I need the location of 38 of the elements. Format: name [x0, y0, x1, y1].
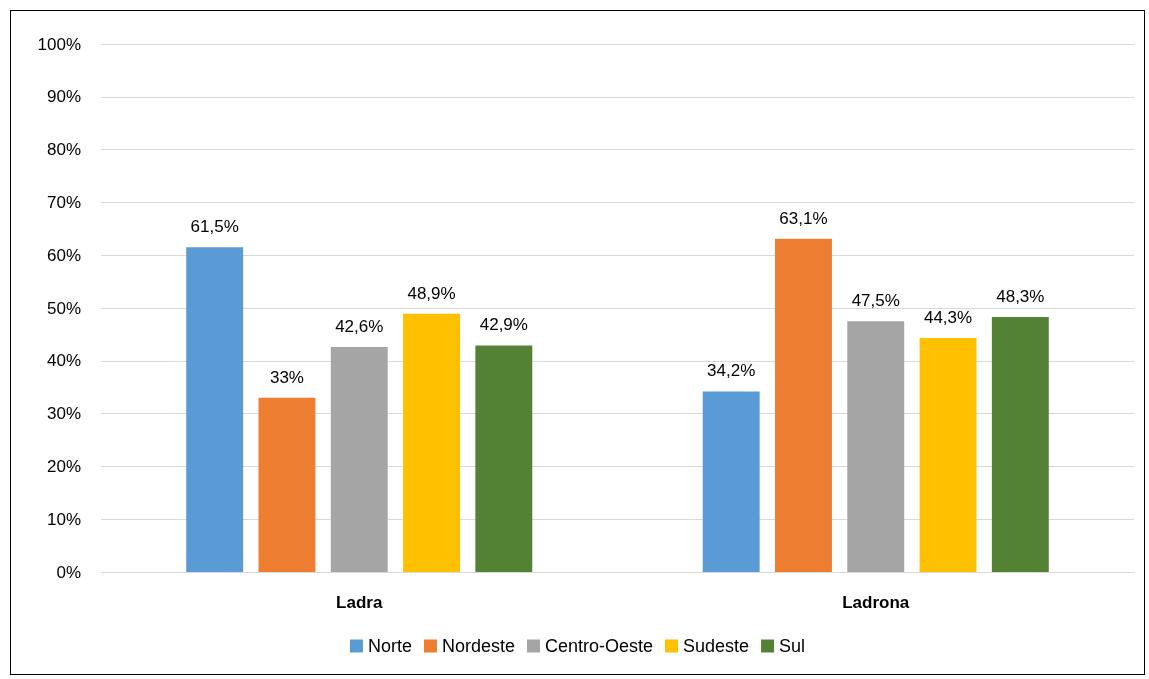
data-label: 48,3% — [996, 286, 1045, 306]
legend-label: Nordeste — [441, 636, 515, 656]
y-tick-label: 40% — [46, 351, 81, 371]
y-tick-label: 20% — [46, 456, 81, 476]
data-label: 48,9% — [407, 283, 456, 303]
y-tick-label: 10% — [46, 509, 81, 529]
bar — [258, 397, 316, 572]
bar — [330, 347, 388, 572]
bar — [702, 391, 760, 572]
x-tick-label: Ladrona — [842, 593, 910, 612]
data-label: 47,5% — [851, 291, 900, 311]
data-label: 42,9% — [479, 315, 528, 335]
y-tick-label: 60% — [46, 245, 81, 265]
data-label: 44,3% — [923, 308, 973, 328]
x-tick-label: Ladra — [336, 593, 383, 612]
y-tick-label: 90% — [46, 87, 81, 107]
legend-label: Centro-Oeste — [544, 636, 654, 656]
bar — [847, 321, 905, 572]
data-label: 34,2% — [707, 361, 756, 381]
data-label: 63,1% — [779, 208, 828, 228]
bar — [991, 316, 1049, 572]
bar — [775, 238, 832, 572]
data-label: 42,6% — [335, 317, 384, 337]
legend-label: Norte — [367, 636, 412, 656]
y-tick-label: 0% — [56, 562, 81, 582]
y-tick-label: 30% — [46, 404, 81, 424]
data-label: 61,5% — [190, 217, 239, 237]
legend-label: Sudeste — [683, 636, 750, 656]
y-tick-label: 70% — [46, 192, 81, 212]
y-tick-label: 100% — [37, 34, 81, 54]
bar — [403, 313, 460, 572]
bar — [475, 345, 533, 572]
y-tick-label: 80% — [46, 140, 81, 160]
y-tick-label: 50% — [46, 298, 81, 318]
bar — [186, 247, 244, 572]
bar — [919, 338, 977, 572]
legend-label: Sul — [779, 636, 806, 656]
data-label: 33% — [269, 367, 304, 387]
